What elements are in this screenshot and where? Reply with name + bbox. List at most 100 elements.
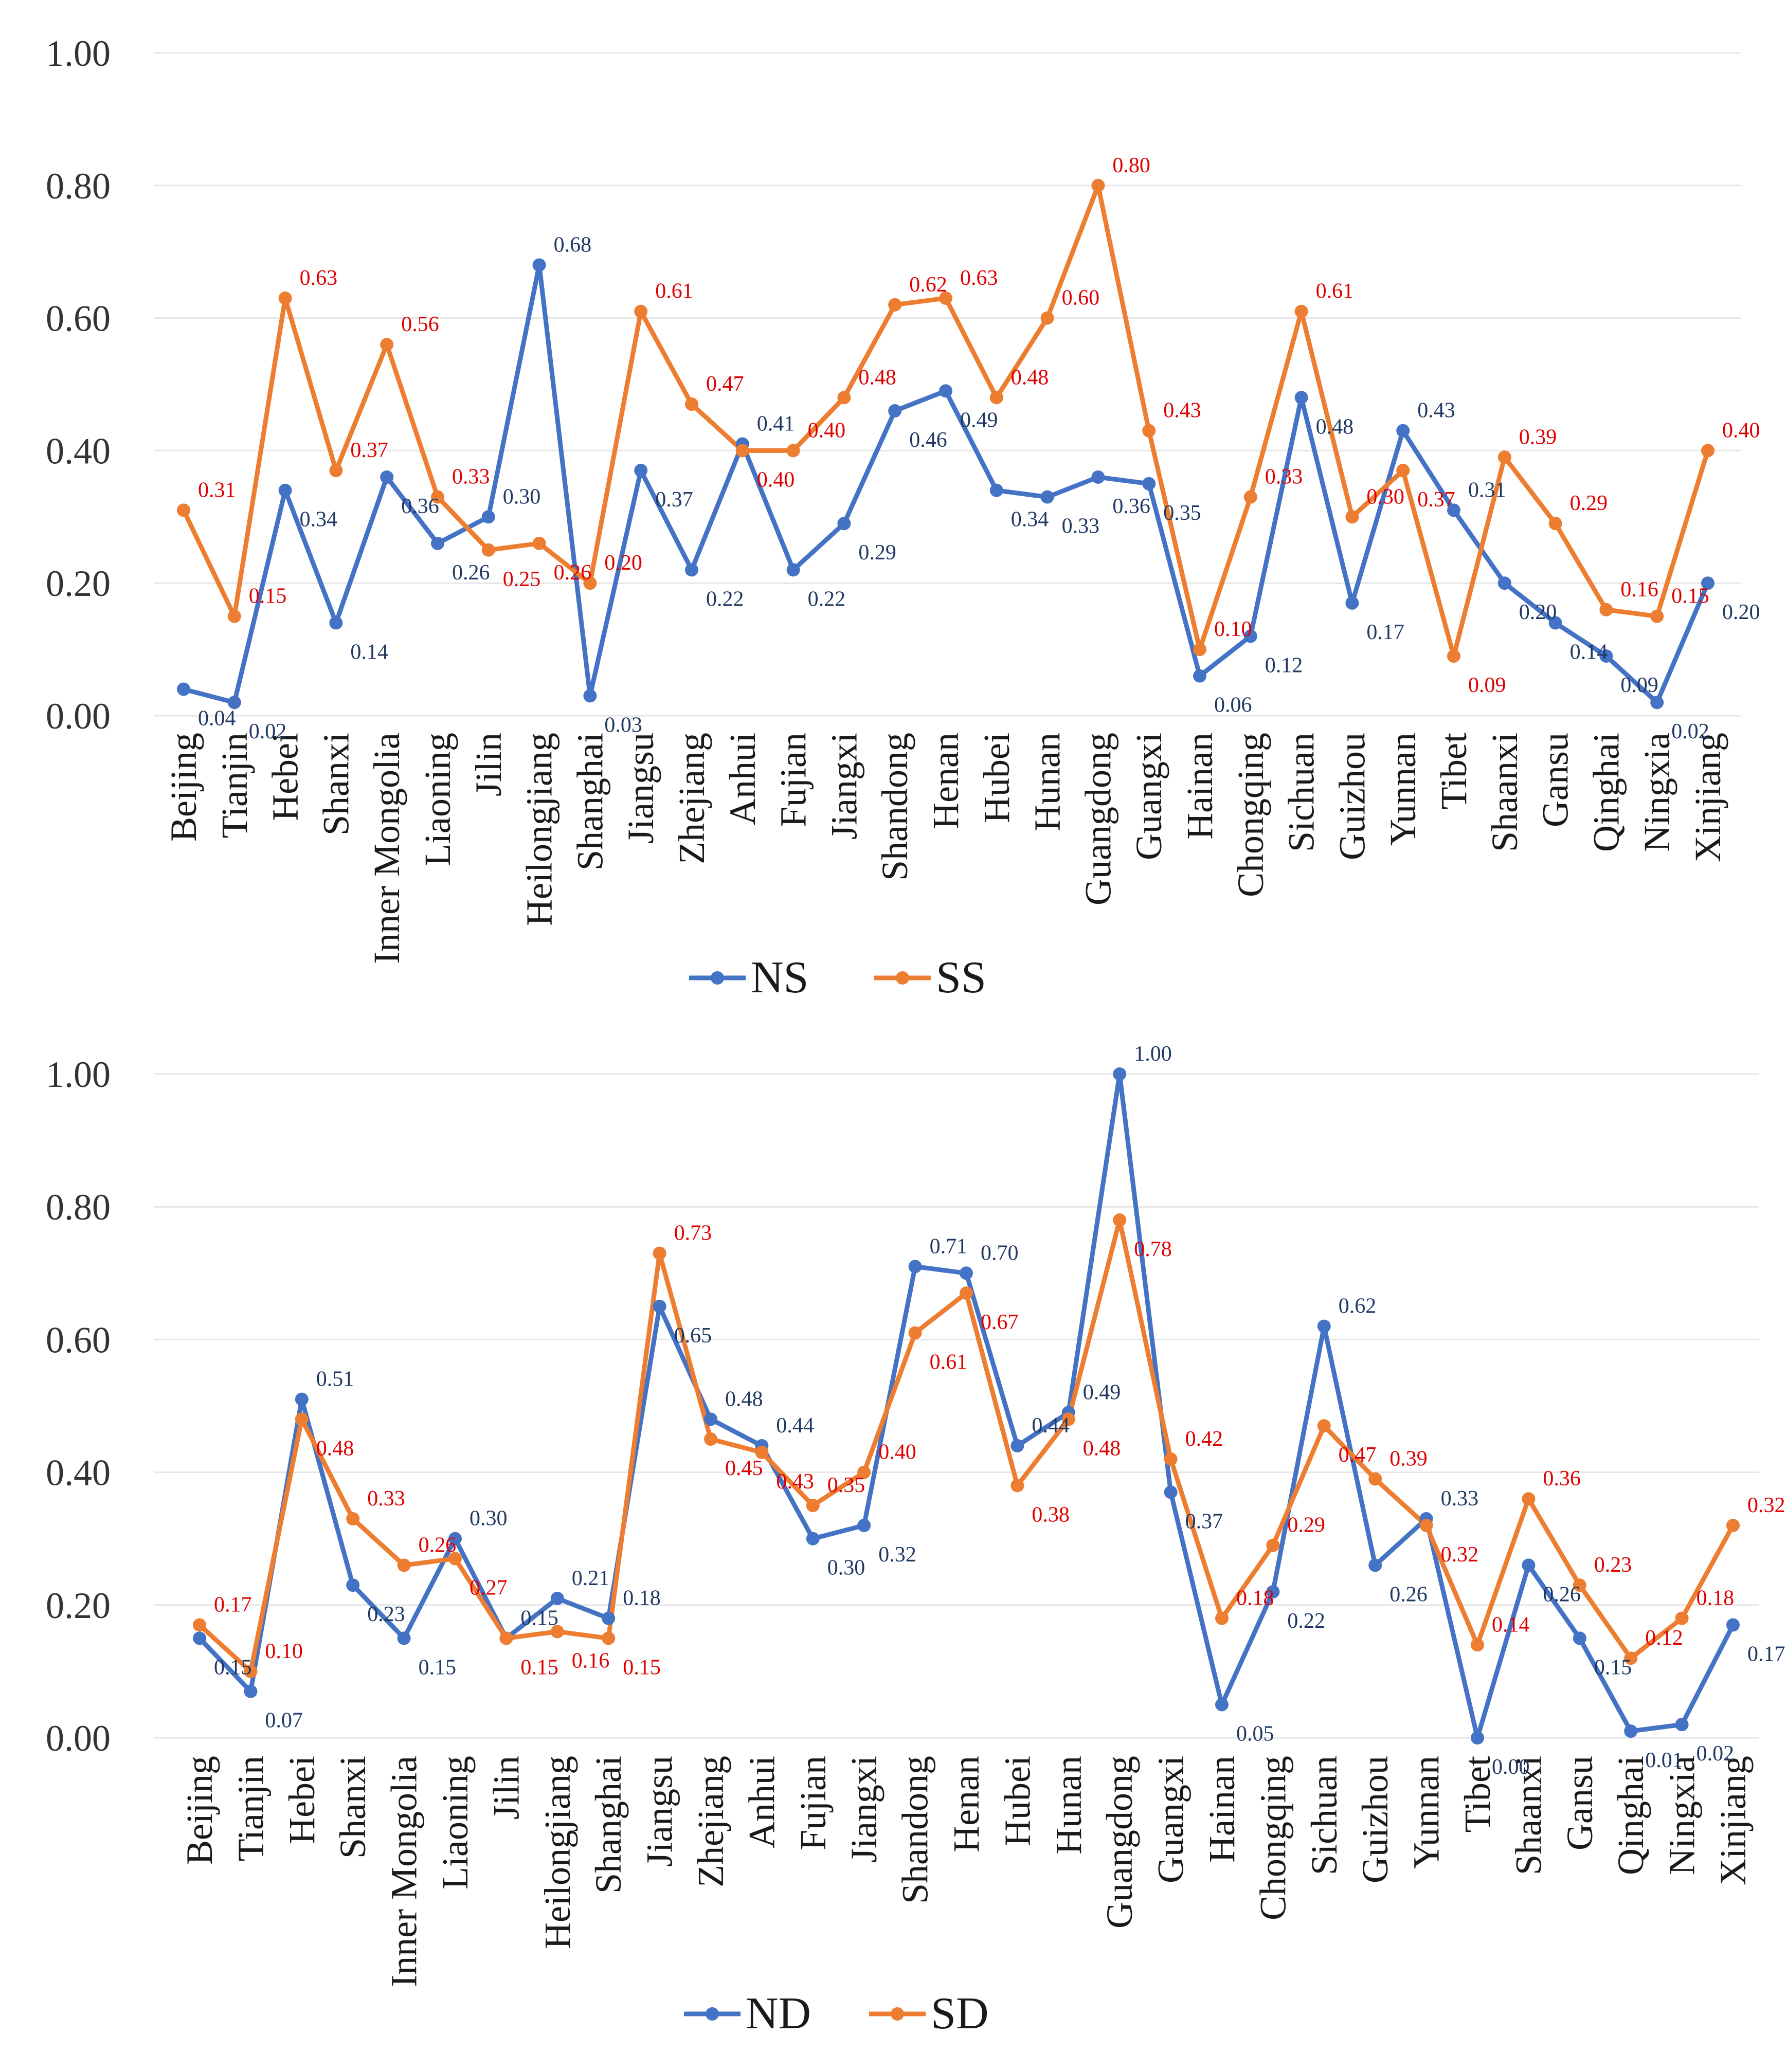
nd-sd-point-sd	[448, 1552, 462, 1566]
nd-sd-x-tick-label: Heilongjiang	[537, 1756, 578, 1949]
ns-ss-point-ns	[532, 258, 546, 272]
ns-ss-point-ss	[1599, 603, 1613, 616]
ns-ss-point-ns	[1294, 391, 1308, 405]
nd-sd-point-nd	[1368, 1558, 1382, 1572]
ns-ss-x-tick-label: Hebei	[265, 733, 306, 821]
ns-ss-legend: NS SS	[689, 953, 986, 1003]
nd-sd-data-label-nd: 0.70	[981, 1241, 1019, 1265]
nd-sd-data-label-sd: 0.47	[1339, 1443, 1377, 1467]
nd-sd-point-sd	[499, 1631, 513, 1645]
nd-sd-x-tick-label: Zhejiang	[690, 1756, 731, 1887]
nd-sd-point-nd	[704, 1412, 717, 1426]
ns-ss-data-label-ss: 0.30	[1366, 485, 1404, 508]
nd-sd-point-sd	[806, 1499, 820, 1513]
nd-sd-point-nd	[1317, 1319, 1331, 1333]
nd-sd-point-sd	[1317, 1419, 1331, 1433]
ns-ss-x-tick-label: Beijing	[163, 733, 204, 842]
ns-ss-x-tick-label: Zhejiang	[671, 733, 712, 864]
ns-ss-x-tick-label: Xinjiang	[1687, 733, 1728, 862]
nd-sd-x-tick-label: Jilin	[485, 1756, 527, 1820]
nd-sd-data-label-nd: 0.17	[1747, 1643, 1785, 1666]
ns-ss-x-tick-label: Tibet	[1433, 733, 1474, 809]
ns-ss-x-tick-label: Hubei	[976, 733, 1017, 823]
nd-sd-point-sd	[550, 1625, 564, 1639]
nd-sd-data-label-nd: 0.15	[214, 1656, 252, 1679]
legend-label-ss: SS	[936, 953, 986, 1003]
ns-ss-data-label-ss: 0.48	[858, 366, 896, 389]
nd-sd-x-tick-label: Guangdong	[1099, 1756, 1140, 1929]
nd-sd-data-label-nd: 0.01	[1645, 1749, 1683, 1772]
ns-ss-data-label-ns: 0.49	[960, 408, 998, 432]
nd-sd-point-nd	[244, 1684, 258, 1698]
nd-sd-point-nd	[1113, 1067, 1127, 1081]
nd-sd-x-tick-label: Hebei	[281, 1756, 322, 1844]
nd-sd-data-label-sd: 0.18	[1236, 1587, 1274, 1610]
ns-ss-data-label-ns: 0.26	[452, 561, 490, 585]
ns-ss-point-ns	[786, 563, 800, 577]
ns-ss-data-label-ns: 0.31	[1468, 478, 1506, 502]
nd-sd-point-nd	[346, 1578, 360, 1592]
ns-ss-point-ss	[1091, 178, 1105, 192]
ns-ss-x-tick-label: Anhui	[722, 733, 763, 825]
ns-ss-x-tick-label: Shaanxi	[1484, 733, 1525, 852]
nd-sd-point-nd	[960, 1266, 973, 1280]
nd-sd-point-sd	[244, 1664, 258, 1678]
nd-sd-x-tick-label: Guangxi	[1150, 1756, 1192, 1883]
ns-ss-point-ns	[1345, 596, 1359, 610]
nd-sd-data-label-nd: 0.30	[827, 1556, 865, 1580]
nd-sd-x-tick-label: Gansu	[1559, 1756, 1600, 1850]
ns-ss-data-label-ss: 0.43	[1163, 399, 1201, 423]
ns-ss-data-label-ns: 0.22	[808, 587, 846, 611]
nd-sd-data-label-sd: 0.18	[1696, 1587, 1735, 1610]
nd-sd-legend: ND SD	[684, 1989, 989, 2039]
ns-ss-point-ns	[837, 517, 851, 531]
ns-ss-point-ss	[1548, 517, 1562, 531]
nd-sd-x-tick-label: Anhui	[741, 1756, 782, 1848]
ns-ss-data-label-ns: 0.14	[350, 641, 388, 664]
ns-ss-point-ss	[634, 304, 648, 318]
nd-sd-data-label-sd: 0.67	[981, 1311, 1019, 1334]
ns-ss-data-label-ns: 0.34	[1011, 508, 1049, 532]
ns-ss-point-ss	[888, 298, 902, 312]
ns-ss-y-tick-label: 0.20	[46, 563, 111, 604]
ns-ss-data-label-ns: 0.09	[1620, 674, 1658, 697]
nd-sd-x-tick-label: Henan	[946, 1756, 987, 1852]
nd-sd-data-label-nd: 0.71	[930, 1234, 968, 1258]
nd-sd-point-sd	[755, 1445, 769, 1459]
nd-sd-point-nd	[193, 1631, 206, 1645]
ns-ss-point-ns	[1243, 629, 1257, 643]
nd-sd-data-label-nd: 0.18	[623, 1587, 661, 1610]
ns-ss-point-ss	[329, 464, 343, 478]
ns-ss-point-ss	[1497, 450, 1511, 464]
ns-ss-x-tick-label: Henan	[925, 733, 966, 829]
nd-sd-point-sd	[704, 1432, 717, 1446]
nd-sd-data-label-sd: 0.10	[265, 1640, 303, 1663]
ns-ss-point-ss	[1396, 464, 1410, 478]
ns-ss-point-ss	[989, 391, 1003, 405]
nd-sd-data-label-sd: 0.45	[725, 1457, 763, 1480]
ns-ss-point-ns	[1396, 424, 1410, 438]
nd-sd-point-sd	[1624, 1651, 1638, 1665]
nd-sd-point-sd	[1010, 1479, 1024, 1493]
ns-ss-data-label-ss: 0.40	[1722, 419, 1760, 442]
chart-ns-ss: 0.00 0.20 0.40 0.60 0.80 1.00 Beijing Tianjin He…	[0, 0, 1787, 1033]
nd-sd-point-sd	[1368, 1472, 1382, 1486]
nd-sd-point-sd	[602, 1631, 616, 1645]
ns-ss-data-label-ss: 0.31	[198, 478, 236, 502]
nd-sd-point-nd	[295, 1392, 309, 1406]
ns-ss-y-tick-label: 1.00	[46, 33, 111, 74]
nd-sd-point-nd	[1675, 1718, 1689, 1732]
ns-ss-data-label-ss: 0.40	[808, 419, 846, 442]
ns-ss-point-ss	[1345, 510, 1359, 524]
nd-sd-data-label-sd: 0.17	[214, 1593, 252, 1617]
ns-ss-data-label-ns: 0.29	[858, 541, 896, 565]
nd-sd-x-tick-label: Chongqing	[1252, 1756, 1293, 1920]
ns-ss-point-ss	[735, 444, 749, 458]
ns-ss-x-tick-label: Guangxi	[1128, 733, 1169, 860]
ns-ss-data-label-ns: 0.30	[503, 485, 541, 508]
nd-sd-point-nd	[1624, 1724, 1638, 1738]
nd-sd-point-nd	[1471, 1731, 1484, 1744]
nd-sd-point-sd	[908, 1326, 922, 1340]
nd-sd-point-nd	[1010, 1439, 1024, 1452]
ns-ss-point-ns	[1548, 616, 1562, 630]
